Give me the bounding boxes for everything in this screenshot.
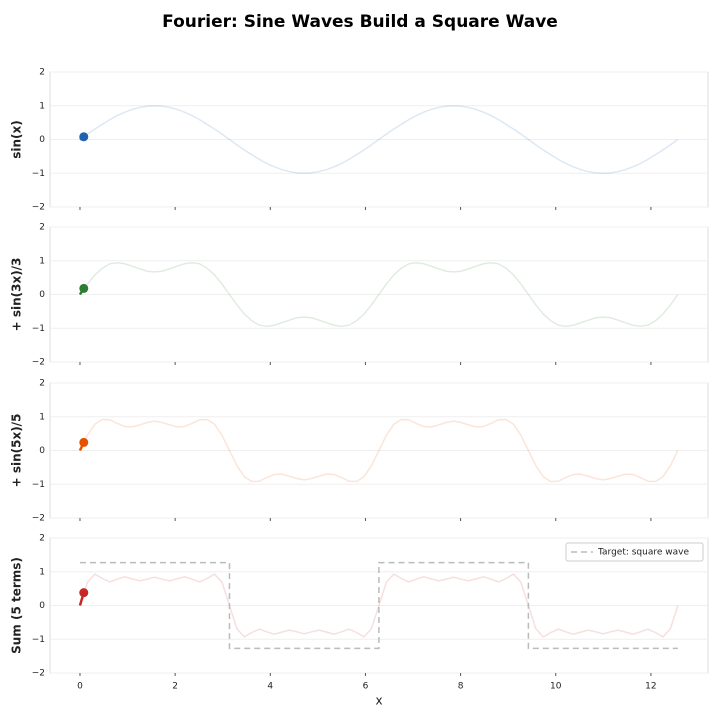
series-line [79,104,679,175]
x-axis-label: x [375,694,382,708]
legend-box [565,542,704,562]
y-tick-label: 2 [39,379,45,389]
y-tick-label: 2 [39,534,45,544]
y-tick-label: 1 [39,101,45,111]
legend-label: Target: square wave [597,548,689,558]
y-tick-label: −2 [32,358,45,368]
series-line [79,418,679,483]
x-tick-label: 6 [363,682,369,692]
figure-title: Fourier: Sine Waves Build a Square Wave [162,12,558,32]
y-tick-label: −2 [32,203,45,213]
y-tick-label: 0 [39,601,45,611]
trace-dot [79,588,89,598]
trace-dot [79,283,89,293]
y-tick-label: −1 [32,480,45,490]
target-line [79,561,678,650]
y-axis-label: + sin(3x)/3 [10,258,24,332]
y-tick-label: 1 [39,256,45,266]
series-line [79,573,679,638]
y-tick-label: 2 [39,223,45,233]
y-tick-label: 0 [39,290,45,300]
y-tick-label: −1 [32,635,45,645]
trace-dot [79,437,89,447]
trace-dot [79,132,89,142]
y-axis-label: sin(x) [10,120,24,159]
y-tick-label: 0 [39,135,45,145]
x-tick-label: 0 [77,682,83,692]
x-tick-label: 2 [172,682,178,692]
y-tick-label: 2 [39,68,45,78]
y-tick-label: −1 [32,324,45,334]
x-tick-label: 4 [267,682,273,692]
x-tick-label: 10 [550,682,562,692]
y-tick-label: 1 [39,567,45,577]
x-tick-label: 12 [645,682,656,692]
y-tick-label: 1 [39,412,45,422]
y-tick-label: 0 [39,446,45,456]
y-tick-label: −2 [32,669,45,679]
y-axis-label: Sum (5 terms) [10,557,24,654]
x-tick-label: 8 [458,682,464,692]
series-line [79,262,679,327]
y-axis-label: + sin(5x)/5 [10,414,24,488]
y-tick-label: −2 [32,514,45,524]
y-tick-label: −1 [32,169,45,179]
